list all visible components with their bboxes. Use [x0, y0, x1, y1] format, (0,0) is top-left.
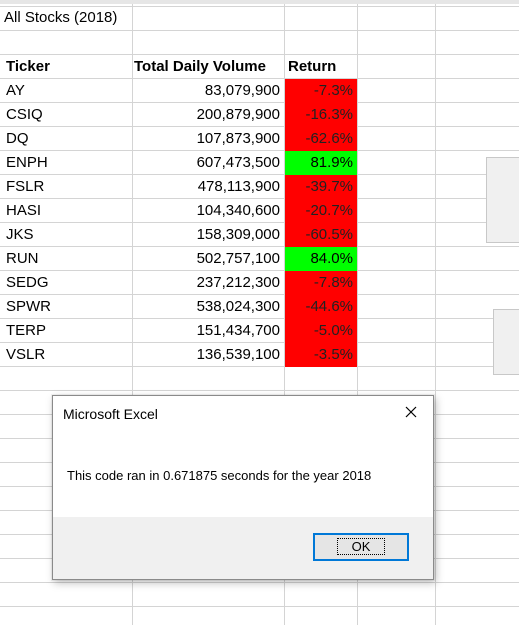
volume-cell[interactable]: 538,024,300 — [196, 298, 280, 315]
volume-cell[interactable]: 107,873,900 — [196, 130, 280, 147]
volume-cell[interactable]: 502,757,100 — [196, 250, 280, 267]
volume-cell[interactable]: 83,079,900 — [204, 82, 280, 99]
ticker-cell[interactable]: VSLR — [6, 346, 46, 363]
return-cell[interactable]: -5.0% — [285, 319, 357, 343]
header-return-cell[interactable]: Return — [288, 58, 337, 75]
return-cell[interactable]: -62.6% — [285, 127, 357, 151]
sheet-title-cell[interactable]: All Stocks (2018) — [4, 9, 118, 26]
ticker-cell[interactable]: JKS — [6, 226, 34, 243]
return-cell[interactable]: -3.5% — [285, 343, 357, 367]
ticker-cell[interactable]: HASI — [6, 202, 42, 219]
volume-cell[interactable]: 136,539,100 — [196, 346, 280, 363]
ticker-cell[interactable]: FSLR — [6, 178, 45, 195]
return-cell[interactable]: -44.6% — [285, 295, 357, 319]
column-header-strip — [0, 0, 519, 4]
dialog-title: Microsoft Excel — [63, 406, 158, 422]
volume-cell[interactable]: 200,879,900 — [196, 106, 280, 123]
ticker-cell[interactable]: RUN — [6, 250, 39, 267]
ok-button[interactable]: OK — [313, 533, 409, 561]
volume-cell[interactable]: 478,113,900 — [197, 178, 280, 195]
ticker-cell[interactable]: AY — [6, 82, 25, 99]
side-panel-button[interactable] — [486, 157, 519, 243]
return-cell[interactable]: -16.3% — [285, 103, 357, 127]
message-dialog: Microsoft Excel This code ran in 0.67187… — [52, 395, 434, 580]
ticker-cell[interactable]: SEDG — [6, 274, 49, 291]
volume-cell[interactable]: 151,434,700 — [196, 322, 280, 339]
return-cell[interactable]: 84.0% — [285, 247, 357, 271]
ticker-cell[interactable]: SPWR — [6, 298, 51, 315]
return-cell[interactable]: -60.5% — [285, 223, 357, 247]
side-panel-button-2[interactable] — [493, 309, 519, 375]
return-cell[interactable]: -20.7% — [285, 199, 357, 223]
header-ticker-cell[interactable]: Ticker — [6, 58, 50, 75]
return-cell[interactable]: -7.8% — [285, 271, 357, 295]
ok-button-label: OK — [336, 538, 386, 555]
volume-cell[interactable]: 158,309,000 — [196, 226, 280, 243]
ticker-cell[interactable]: CSIQ — [6, 106, 43, 123]
return-cell[interactable]: -7.3% — [285, 79, 357, 103]
volume-cell[interactable]: 607,473,500 — [196, 154, 280, 171]
return-cell[interactable]: 81.9% — [285, 151, 357, 175]
header-volume-cell[interactable]: Total Daily Volume — [134, 58, 266, 75]
return-cell[interactable]: -39.7% — [285, 175, 357, 199]
ticker-cell[interactable]: DQ — [6, 130, 29, 147]
volume-cell[interactable]: 104,340,600 — [196, 202, 280, 219]
close-icon[interactable] — [403, 404, 419, 420]
dialog-footer: OK — [53, 517, 433, 579]
dialog-message: This code ran in 0.671875 seconds for th… — [67, 468, 372, 483]
ticker-cell[interactable]: TERP — [6, 322, 47, 339]
volume-cell[interactable]: 237,212,300 — [196, 274, 280, 291]
ticker-cell[interactable]: ENPH — [6, 154, 48, 171]
